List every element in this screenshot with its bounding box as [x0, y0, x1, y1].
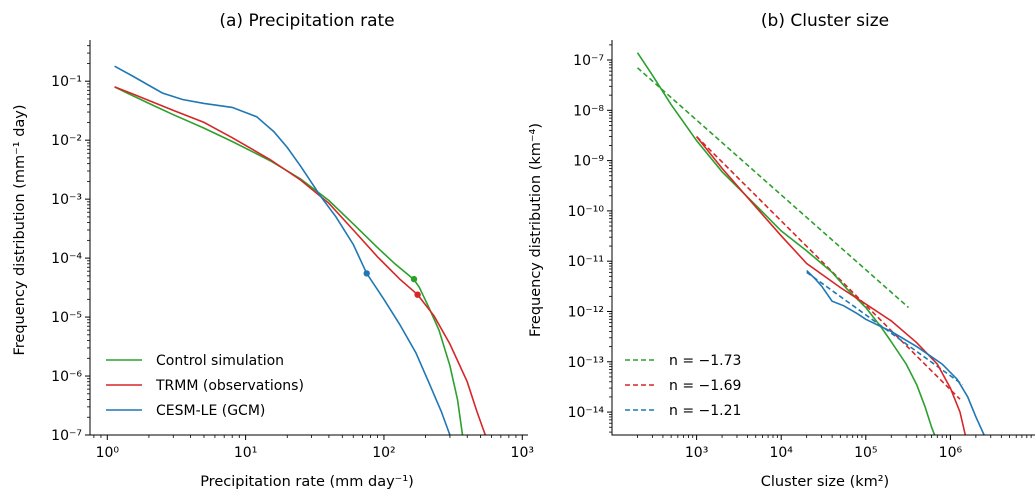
legend-label: CESM-LE (GCM): [156, 403, 265, 419]
panel-cluster-size: (b) Cluster size Cluster size (km²) Freq…: [528, 11, 1035, 490]
x-axis-label: Precipitation rate (mm day⁻¹): [200, 474, 414, 490]
series-group: [114, 65, 487, 435]
series-marker: [410, 275, 418, 283]
y-tick-label: 10⁻⁸: [573, 103, 604, 119]
series-group: [636, 52, 985, 435]
y-axis-label: Frequency distribution (mm⁻¹ day): [12, 104, 28, 355]
x-axis-label: Cluster size (km²): [761, 474, 889, 490]
x-tick-label: 10³: [511, 445, 534, 461]
axis-ticks: 10³ 10⁴ 10⁵ 10⁶ 10⁻¹⁴ 10⁻¹³ 10⁻¹² 10⁻¹¹ 10⁻¹⁰ 10⁻…: [568, 44, 1032, 461]
x-tick-label: 10⁵: [854, 445, 877, 461]
x-tick-label: 10³: [685, 445, 708, 461]
series-line: [695, 136, 967, 435]
x-tick-label: 10⁴: [769, 445, 793, 461]
series-line: [636, 67, 910, 309]
y-tick-label: 10⁻³: [51, 192, 82, 208]
series-line: [696, 136, 961, 400]
legend-label: n = −1.69: [669, 378, 741, 394]
y-tick-label: 10⁻¹⁴: [568, 405, 605, 421]
series-line: [114, 65, 451, 435]
y-tick-label: 10⁻⁹: [573, 154, 604, 170]
x-tick-label: 10²: [372, 445, 395, 461]
chart-title: (b) Cluster size: [761, 11, 889, 31]
y-tick-label: 10⁻⁵: [51, 310, 82, 326]
legend-label: n = −1.21: [669, 403, 741, 419]
series-line: [114, 86, 464, 435]
y-tick-label: 10⁻⁷: [573, 53, 604, 69]
y-tick-label: 10⁻¹⁰: [568, 204, 605, 220]
y-tick-label: 10⁻²: [51, 133, 82, 149]
series-marker: [363, 270, 370, 277]
plot-area: [114, 65, 487, 435]
chart-title: (a) Precipitation rate: [219, 11, 394, 31]
y-tick-label: 10⁻⁶: [51, 369, 82, 385]
legend: n = −1.73 n = −1.69 n = −1.21: [625, 353, 741, 419]
legend: Control simulation TRMM (observations) CES…: [106, 353, 304, 419]
y-tick-label: 10⁻¹²: [568, 304, 604, 320]
panel-precipitation-rate: (a) Precipitation rate Precipitation rat…: [12, 11, 534, 490]
y-tick-label: 10⁻⁷: [51, 428, 82, 444]
x-tick-label: 10⁰: [96, 445, 120, 461]
plot-area: [636, 52, 985, 435]
x-tick-label: 10⁶: [939, 445, 963, 461]
series-marker: [414, 291, 421, 298]
axes-spines: [611, 40, 1035, 436]
y-tick-label: 10⁻¹: [51, 74, 82, 90]
y-axis-label: Frequency distribution (km⁻⁴): [528, 123, 544, 337]
legend-label: n = −1.73: [669, 353, 741, 369]
y-tick-label: 10⁻¹¹: [568, 254, 604, 270]
y-tick-label: 10⁻¹³: [568, 355, 604, 371]
series-line: [806, 270, 985, 435]
axes-spines: [89, 40, 528, 436]
axis-ticks: 10⁰ 10¹ 10² 10³ 10⁻⁷ 10⁻⁶ 10⁻⁵ 10⁻⁴ 10⁻³ 10⁻² 10⁻¹: [51, 45, 534, 461]
x-tick-label: 10¹: [234, 445, 257, 461]
series-line: [114, 86, 487, 435]
series-line: [636, 52, 936, 435]
legend-label: Control simulation: [156, 353, 284, 369]
y-tick-label: 10⁻⁴: [51, 251, 82, 267]
legend-label: TRMM (observations): [155, 378, 304, 394]
